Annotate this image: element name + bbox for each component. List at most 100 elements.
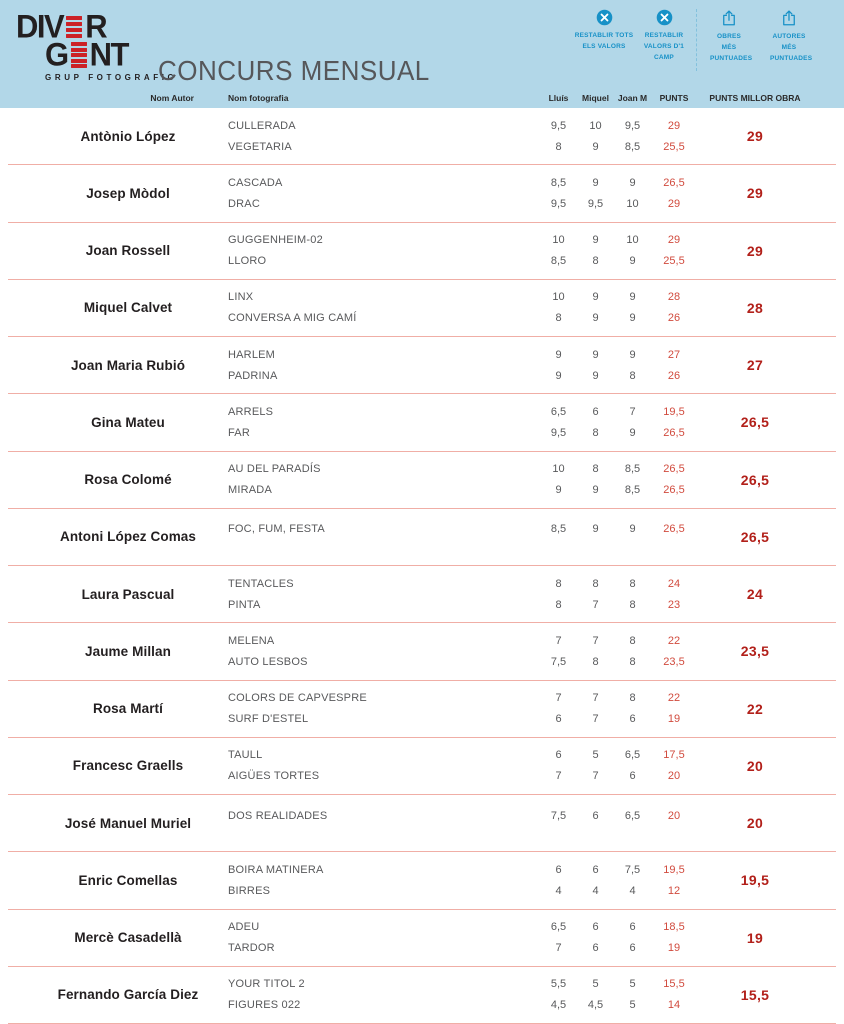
- judge-score-field[interactable]: 9,5: [624, 119, 641, 132]
- judge-score-field[interactable]: 8,5: [624, 463, 641, 476]
- judge-score-field[interactable]: 10: [552, 234, 565, 247]
- judge-score-field[interactable]: 10: [552, 463, 565, 476]
- judge-score-field[interactable]: 9: [592, 291, 599, 304]
- judge-score-field[interactable]: 8: [629, 598, 636, 611]
- top-authors-button[interactable]: AUTORES MÉS PUNTUADES: [759, 9, 819, 64]
- judge-score-field[interactable]: 8: [592, 655, 599, 668]
- judge-score-field[interactable]: 10: [552, 291, 565, 304]
- judge-score-field[interactable]: 9: [592, 140, 599, 153]
- judge-score-field[interactable]: 6: [629, 770, 636, 783]
- photo-title: CASCADA: [228, 176, 283, 189]
- judge-score-field[interactable]: 9: [555, 484, 562, 497]
- judge-score-field[interactable]: 8: [629, 655, 636, 668]
- judge-score-field[interactable]: 6: [629, 921, 636, 934]
- judge-score-field[interactable]: 6: [592, 942, 599, 955]
- judge-score-field[interactable]: 6: [592, 405, 599, 418]
- judge-score-field[interactable]: 9,5: [587, 197, 604, 210]
- judge-score-field[interactable]: 8: [555, 598, 562, 611]
- judge-score-field[interactable]: 6: [555, 713, 562, 726]
- judge-score-field[interactable]: 6: [555, 749, 562, 762]
- judge-score-field[interactable]: 7: [555, 942, 562, 955]
- judge-score-field[interactable]: 9: [629, 176, 636, 189]
- judge-score-field[interactable]: 9: [592, 369, 599, 382]
- judge-score-field[interactable]: 8,5: [550, 255, 567, 268]
- judge-score-field[interactable]: 4: [629, 884, 636, 897]
- judge-score-field[interactable]: 7: [592, 713, 599, 726]
- judge-score-field[interactable]: 5: [629, 978, 636, 991]
- judge-score-field[interactable]: 9,5: [550, 426, 567, 439]
- judge-score-field[interactable]: 9: [592, 523, 599, 536]
- judge-score-field[interactable]: 6,5: [624, 749, 641, 762]
- judge-score-field[interactable]: 8: [629, 692, 636, 705]
- judge-score-field[interactable]: 6: [592, 921, 599, 934]
- judge-score-field[interactable]: 9: [629, 348, 636, 361]
- table-row: Josep Mòdol CASCADA 8,5 9 9 26,5 DRAC 9,5 9,5 10 2…: [0, 165, 844, 223]
- judge-score-field[interactable]: 9,5: [550, 197, 567, 210]
- judge-score-field[interactable]: 4: [592, 884, 599, 897]
- judge-score-field[interactable]: 6: [592, 863, 599, 876]
- judge-score-field[interactable]: 7,5: [550, 809, 567, 822]
- judge-score-field[interactable]: 8,5: [624, 484, 641, 497]
- judge-score-field[interactable]: 7: [555, 634, 562, 647]
- reset-all-values-button[interactable]: RESTABLIR TOTS ELS VALORS: [574, 9, 634, 52]
- judge-score-field[interactable]: 7: [592, 634, 599, 647]
- judge-score-field[interactable]: 4,5: [550, 999, 567, 1012]
- judge-score-field[interactable]: 8: [592, 577, 599, 590]
- judge-score-field[interactable]: 6: [629, 713, 636, 726]
- judge-score-field[interactable]: 7: [592, 692, 599, 705]
- table-row: Miquel Calvet LINX 10 9 9 28 CONVERSA A MIG CA…: [0, 280, 844, 338]
- judge-score-field[interactable]: 6: [629, 942, 636, 955]
- judge-score-field[interactable]: 7: [592, 770, 599, 783]
- top-works-button[interactable]: OBRES MÉS PUNTUADES: [699, 9, 759, 64]
- judge-score-field[interactable]: 9: [592, 312, 599, 325]
- judge-score-field[interactable]: 6,5: [624, 809, 641, 822]
- judge-score-field[interactable]: 5: [592, 978, 599, 991]
- judge-score-field[interactable]: 9: [629, 255, 636, 268]
- judge-score-field[interactable]: 6: [592, 809, 599, 822]
- judge-score-field[interactable]: 7,5: [624, 863, 641, 876]
- judge-score-field[interactable]: 9: [592, 176, 599, 189]
- judge-score-field[interactable]: 9: [555, 369, 562, 382]
- judge-score-field[interactable]: 8: [629, 634, 636, 647]
- judge-score-field[interactable]: 5,5: [550, 978, 567, 991]
- judge-score-field[interactable]: 4,5: [587, 999, 604, 1012]
- judge-score-field[interactable]: 6,5: [550, 921, 567, 934]
- judge-score-field[interactable]: 8: [555, 312, 562, 325]
- judge-score-field[interactable]: 9: [592, 484, 599, 497]
- judge-score-field[interactable]: 9: [629, 312, 636, 325]
- judge-score-field[interactable]: 10: [589, 119, 602, 132]
- judge-score-field[interactable]: 7,5: [550, 655, 567, 668]
- judge-score-field[interactable]: 7: [555, 692, 562, 705]
- judge-score-field[interactable]: 5: [629, 999, 636, 1012]
- judge-score-field[interactable]: 8: [555, 577, 562, 590]
- judge-score-field[interactable]: 8: [592, 463, 599, 476]
- photo-total-points: 19,5: [663, 405, 685, 418]
- judge-score-field[interactable]: 8: [592, 255, 599, 268]
- judge-score-field[interactable]: 8: [592, 426, 599, 439]
- judge-score-field[interactable]: 8,5: [624, 140, 641, 153]
- judge-score-field[interactable]: 8,5: [550, 176, 567, 189]
- judge-score-field[interactable]: 4: [555, 884, 562, 897]
- judge-score-field[interactable]: 7: [629, 405, 636, 418]
- judge-score-field[interactable]: 6,5: [550, 405, 567, 418]
- judge-score-field[interactable]: 10: [626, 197, 639, 210]
- judge-score-field[interactable]: 9: [629, 426, 636, 439]
- photo-row: MELENA 7 7 8 22: [228, 631, 700, 650]
- judge-score-field[interactable]: 8: [629, 369, 636, 382]
- judge-score-field[interactable]: 7: [555, 770, 562, 783]
- judge-score-field[interactable]: 10: [626, 234, 639, 247]
- judge-score-field[interactable]: 9: [629, 523, 636, 536]
- judge-score-field[interactable]: 9: [555, 348, 562, 361]
- judge-score-field[interactable]: 8: [629, 577, 636, 590]
- judge-score-field[interactable]: 9: [592, 348, 599, 361]
- judge-score-field[interactable]: 9: [592, 234, 599, 247]
- judge-score-field[interactable]: 8: [555, 140, 562, 153]
- judge-score-field[interactable]: 5: [592, 749, 599, 762]
- reset-field-values-button[interactable]: RESTABLIR VALORS D'1 CAMP: [634, 9, 694, 63]
- judge-score-field[interactable]: 9: [629, 291, 636, 304]
- judge-score-field[interactable]: 7: [592, 598, 599, 611]
- judge-score-field[interactable]: 9,5: [550, 119, 567, 132]
- judge-score-field[interactable]: 6: [555, 863, 562, 876]
- column-headers-middle: Nom fotografia Lluís Miquel Joan M PUNTS: [228, 93, 700, 103]
- judge-score-field[interactable]: 8,5: [550, 523, 567, 536]
